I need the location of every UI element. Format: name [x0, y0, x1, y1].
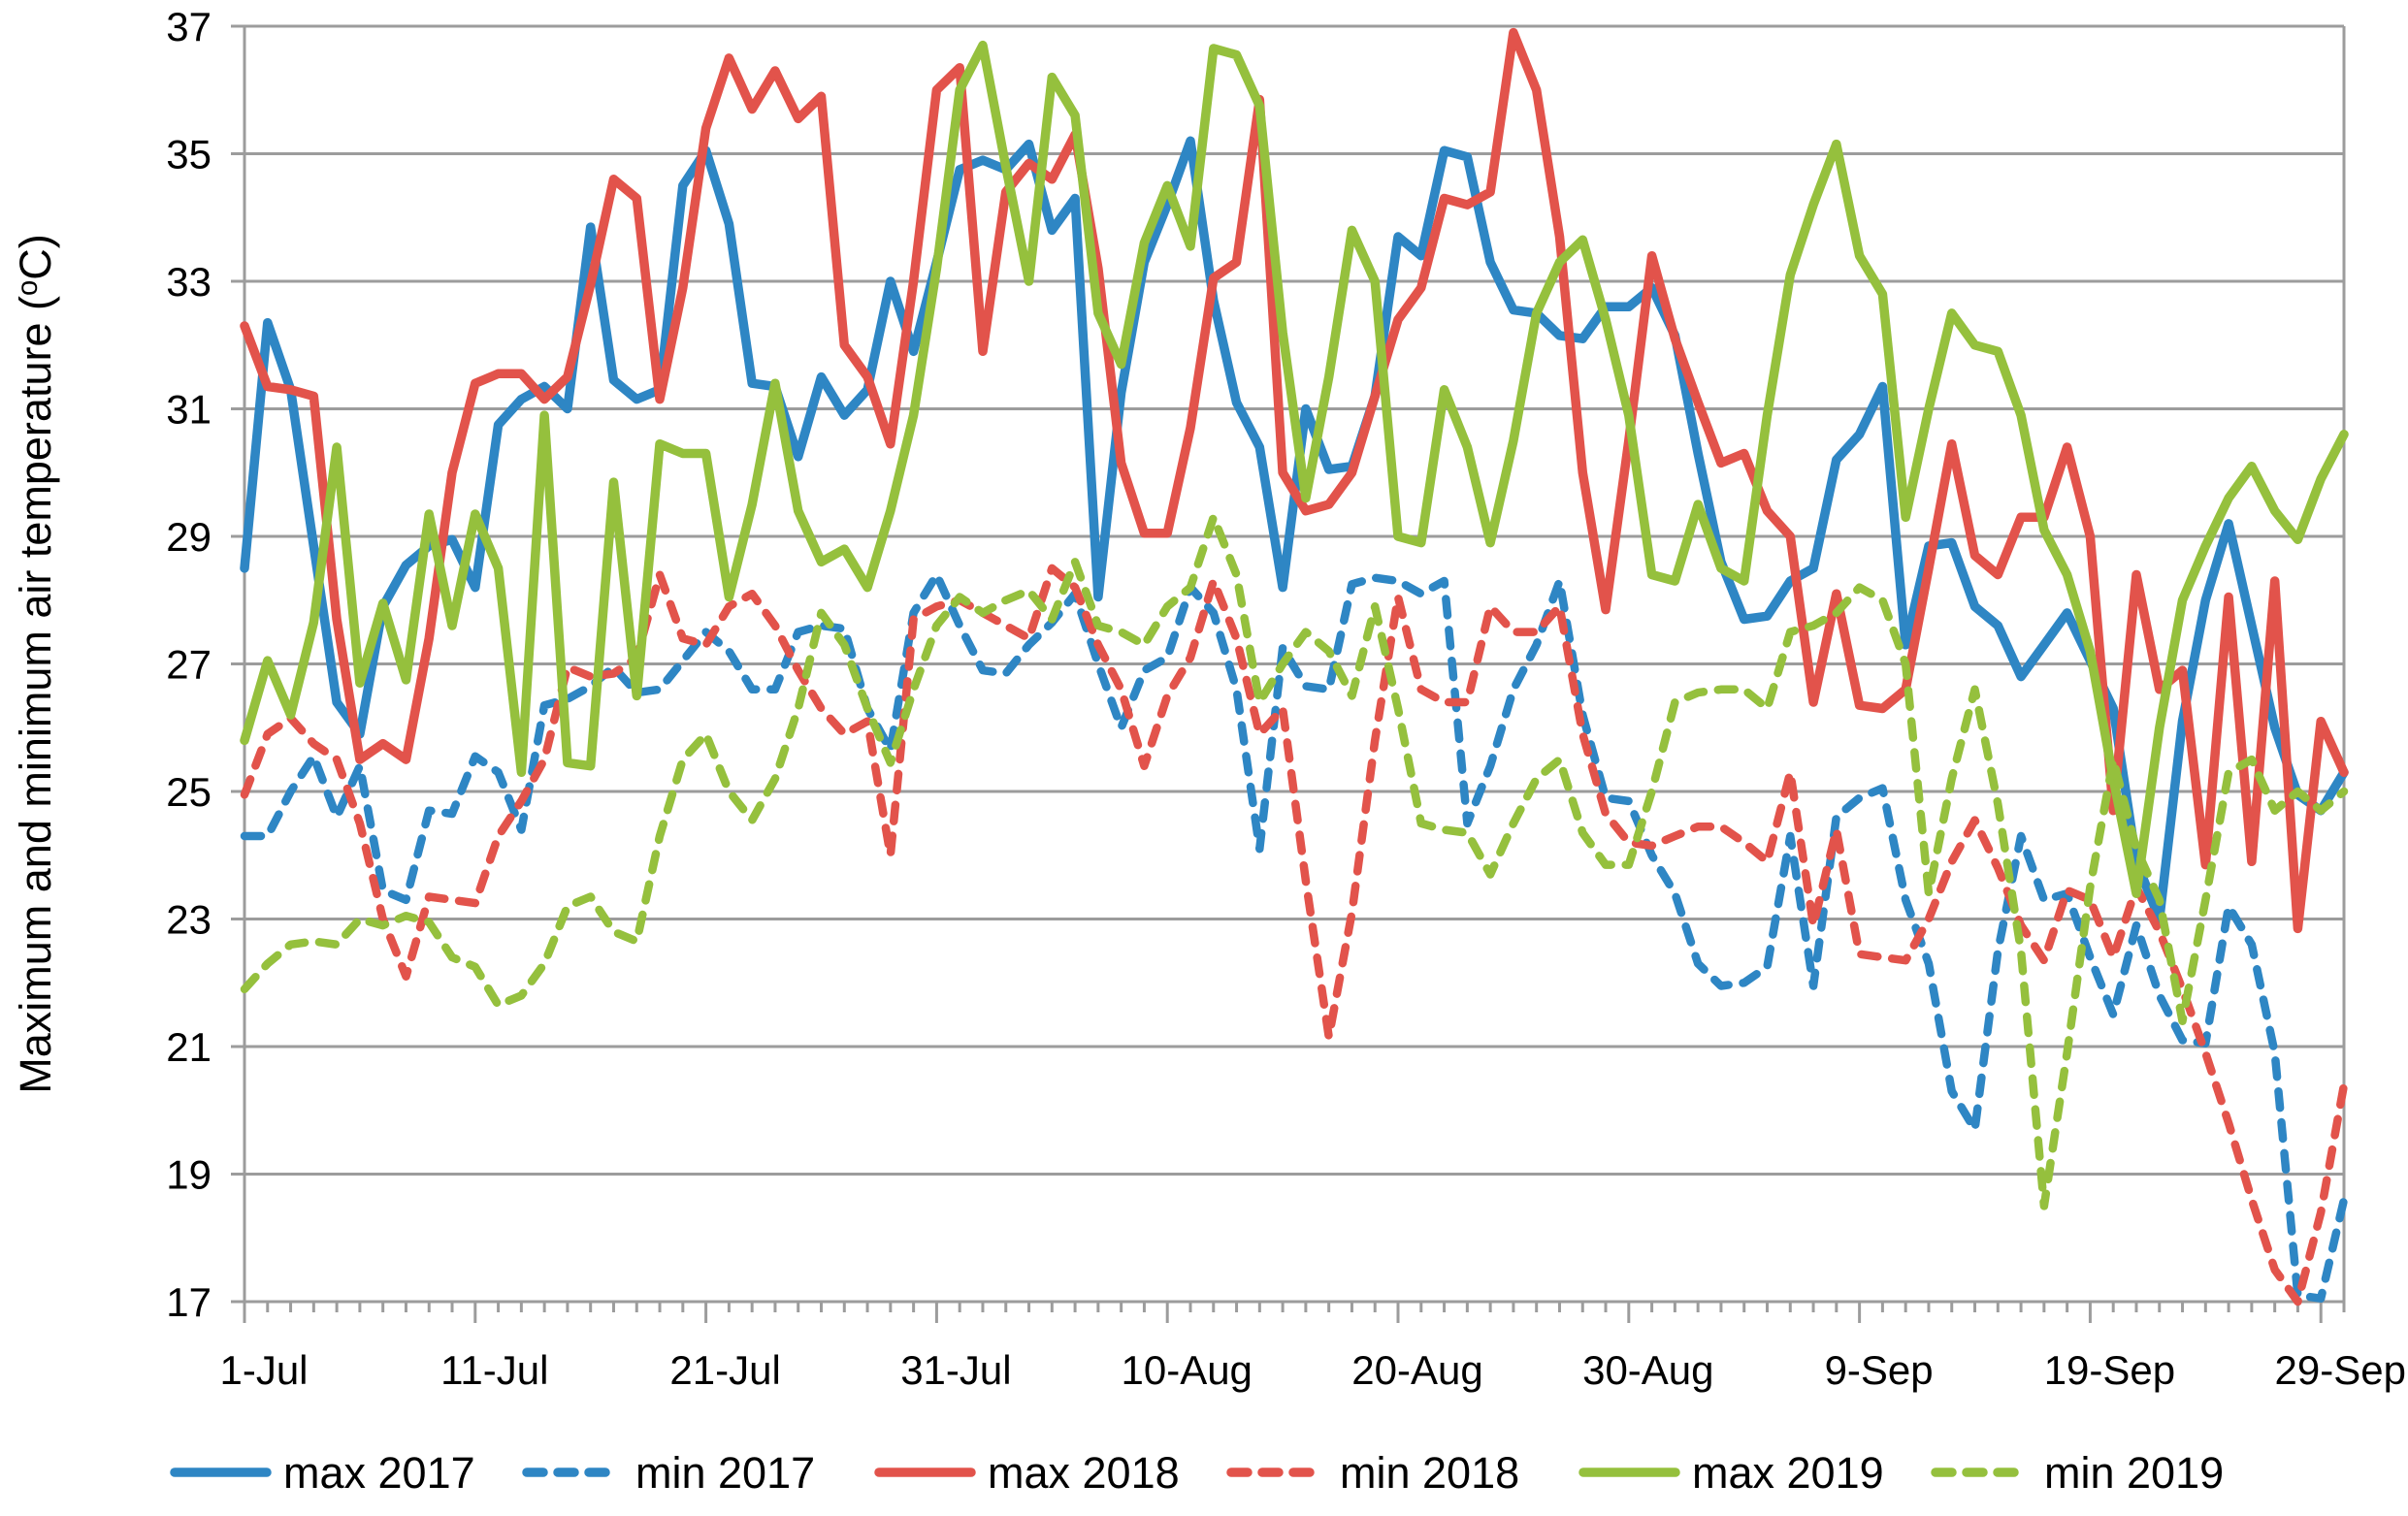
x-tick-label: 21-Jul [669, 1347, 780, 1393]
y-tick-label: 29 [166, 514, 212, 560]
y-tick-label: 17 [166, 1279, 212, 1325]
y-tick-label: 21 [166, 1024, 212, 1070]
x-tick-label: 1-Jul [219, 1347, 308, 1393]
x-tick-label: 31-Jul [900, 1347, 1011, 1393]
legend-label-max-2017: max 2017 [283, 1448, 475, 1498]
y-tick-label: 23 [166, 897, 212, 943]
y-axis-title: Maximum and minimum air temperature (oC) [11, 234, 60, 1094]
y-tick-label: 35 [166, 132, 212, 177]
legend-label-min-2018: min 2018 [1340, 1448, 1519, 1498]
x-tick-label: 9-Sep [1825, 1347, 1934, 1393]
x-tick-label: 20-Aug [1351, 1347, 1482, 1393]
series-line-max-2019 [240, 40, 2349, 898]
y-tick-label: 27 [166, 642, 212, 688]
legend-label-min-2019: min 2019 [2044, 1448, 2224, 1498]
x-tick-label: 30-Aug [1582, 1347, 1713, 1393]
legend-label-min-2017: min 2017 [635, 1448, 815, 1498]
y-tick-label: 31 [166, 387, 212, 433]
y-tick-label: 37 [166, 4, 212, 49]
legend-label-max-2018: max 2018 [988, 1448, 1180, 1498]
legend-label-max-2019: max 2019 [1692, 1448, 1884, 1498]
series-line-min-2019 [240, 513, 2349, 1210]
x-tick-label: 10-Aug [1121, 1347, 1252, 1393]
x-tick-label: 19-Sep [2044, 1347, 2175, 1393]
x-tick-label: 11-Jul [440, 1347, 548, 1393]
series-line-max-2018 [240, 27, 2349, 934]
series-line-min-2018 [240, 564, 2349, 1306]
y-tick-label: 19 [166, 1152, 212, 1198]
x-tick-label: 29-Sep [2275, 1347, 2406, 1393]
y-tick-label: 25 [166, 769, 212, 815]
y-tick-label: 33 [166, 259, 212, 305]
